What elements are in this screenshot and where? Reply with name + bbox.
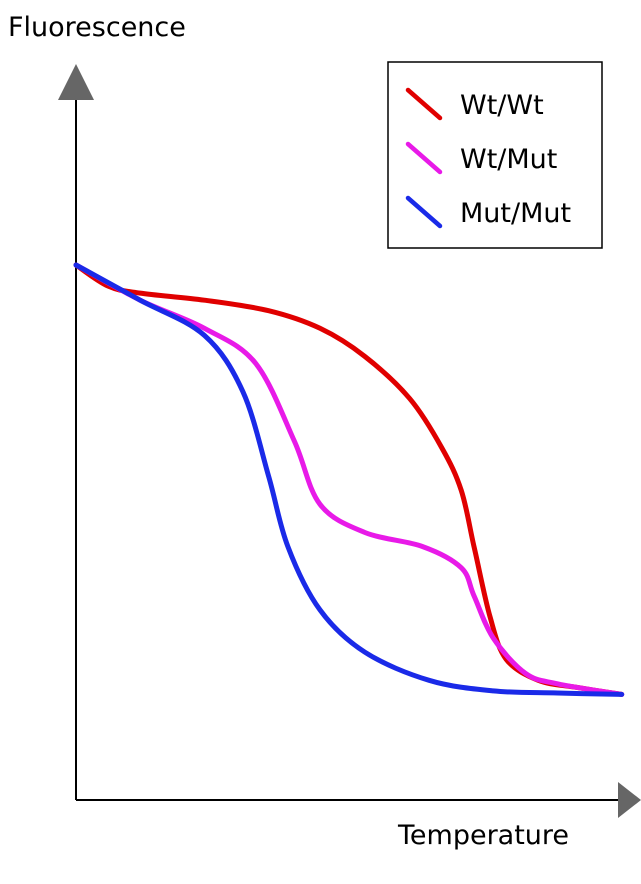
legend-label: Mut/Mut (460, 198, 571, 229)
legend-entries: Wt/Wt Wt/Mut Mut/Mut (405, 87, 571, 229)
x-axis-title: Temperature (397, 820, 569, 851)
series-layer (73, 262, 625, 697)
legend-swatch (405, 195, 443, 229)
legend-label: Wt/Mut (460, 144, 557, 175)
y-axis-arrowhead (58, 64, 94, 100)
legend: Wt/Wt Wt/Mut Mut/Mut (387, 61, 603, 249)
y-axis-title: Fluorescence (8, 12, 186, 43)
legend-item-mut-mut: Mut/Mut (405, 195, 571, 229)
legend-swatch (405, 141, 443, 175)
x-axis-arrowhead (618, 782, 641, 818)
series-line-wt-wt (73, 262, 625, 697)
legend-item-wt-mut: Wt/Mut (405, 141, 557, 175)
series-line-mut-mut (73, 262, 625, 697)
series-line-wt-mut (73, 262, 625, 697)
legend-swatch (405, 87, 443, 121)
legend-label: Wt/Wt (460, 90, 544, 121)
legend-item-wt-wt: Wt/Wt (405, 87, 544, 121)
